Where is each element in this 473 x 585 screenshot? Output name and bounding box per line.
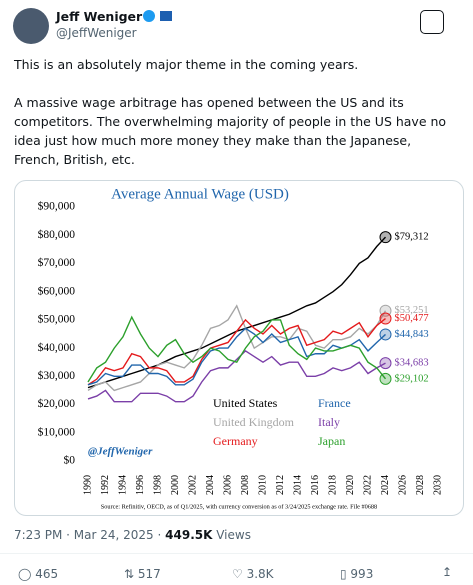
legend-entry: Japan bbox=[318, 434, 345, 448]
tweet-text: This is an absolutely major theme in the… bbox=[14, 57, 359, 72]
x-tick-label: 1990 bbox=[82, 475, 93, 495]
watermark: @JeffWeniger bbox=[88, 446, 153, 458]
x-tick-label: 2026 bbox=[397, 475, 408, 495]
y-tick-label: $50,000 bbox=[38, 313, 76, 326]
series-line bbox=[87, 317, 386, 386]
reply-count: 465 bbox=[35, 567, 59, 581]
time: 7:23 PM · Mar 24, 2025 bbox=[14, 528, 154, 542]
author-handle[interactable]: @JeffWeniger bbox=[56, 26, 137, 40]
verified-badge bbox=[143, 10, 155, 22]
like-count: 3.8K bbox=[246, 567, 274, 581]
x-tick-label: 2018 bbox=[327, 475, 338, 495]
series-line bbox=[87, 327, 386, 386]
y-tick-label: $30,000 bbox=[38, 369, 76, 382]
y-tick-label: $80,000 bbox=[38, 228, 76, 241]
x-tick-label: 1998 bbox=[152, 475, 163, 495]
legend-entry: Germany bbox=[213, 434, 258, 448]
grok-button[interactable] bbox=[420, 10, 444, 34]
y-tick-label: $10,000 bbox=[38, 425, 76, 438]
x-tick-label: 1994 bbox=[117, 475, 128, 495]
end-marker bbox=[379, 357, 392, 370]
legend-entry: United Kingdom bbox=[213, 415, 295, 429]
affiliate-badge bbox=[160, 11, 172, 21]
x-tick-label: 2010 bbox=[257, 475, 268, 495]
x-tick-label: 2008 bbox=[240, 475, 251, 495]
bookmark-count: 993 bbox=[350, 567, 374, 581]
end-label: $34,683 bbox=[395, 358, 429, 369]
end-marker bbox=[379, 231, 392, 244]
y-tick-label: $70,000 bbox=[38, 256, 76, 269]
end-label: $50,477 bbox=[395, 313, 429, 324]
divider bbox=[0, 553, 473, 554]
x-tick-label: 1996 bbox=[135, 475, 146, 495]
share-button[interactable]: ↥ bbox=[442, 565, 453, 579]
author-name[interactable]: Jeff Weniger bbox=[56, 9, 143, 24]
views-label: Views bbox=[216, 528, 251, 542]
end-label: $79,312 bbox=[395, 232, 429, 243]
legend-entry: France bbox=[318, 396, 351, 410]
end-marker bbox=[379, 372, 392, 385]
bookmark-button[interactable]: ▯ 993 bbox=[340, 567, 374, 581]
y-tick-label: $60,000 bbox=[38, 284, 76, 297]
x-tick-label: 2024 bbox=[380, 475, 391, 495]
repost-button[interactable]: ⇅ 517 bbox=[124, 567, 161, 581]
like-button[interactable]: ♡ 3.8K bbox=[232, 567, 274, 581]
x-tick-label: 2000 bbox=[170, 475, 181, 495]
series-line bbox=[87, 304, 387, 392]
x-tick-label: 1992 bbox=[100, 475, 111, 495]
x-tick-label: 2022 bbox=[362, 475, 373, 495]
series-line bbox=[87, 350, 386, 403]
end-label: $44,843 bbox=[395, 329, 429, 340]
timestamp: 7:23 PM · Mar 24, 2025 · 449.5K Views bbox=[14, 528, 251, 542]
y-tick-label: $0 bbox=[64, 454, 76, 467]
x-tick-label: 2014 bbox=[292, 475, 303, 495]
legend-entry: United States bbox=[213, 396, 278, 410]
y-tick-label: $20,000 bbox=[38, 397, 76, 410]
x-tick-label: 2002 bbox=[187, 475, 198, 495]
avatar[interactable] bbox=[13, 8, 49, 44]
end-marker bbox=[379, 312, 392, 325]
legend-entry: Italy bbox=[318, 415, 340, 429]
x-tick-label: 2006 bbox=[222, 475, 233, 495]
reply-button[interactable]: ◯ 465 bbox=[18, 567, 59, 581]
x-tick-label: 2016 bbox=[310, 475, 321, 495]
view-count: 449.5K bbox=[165, 528, 213, 542]
series-line bbox=[87, 315, 387, 383]
end-label: $29,102 bbox=[395, 373, 429, 384]
y-tick-label: $40,000 bbox=[38, 341, 76, 354]
x-tick-label: 2004 bbox=[205, 475, 216, 495]
end-label: $53,251 bbox=[395, 305, 429, 316]
x-tick-label: 2028 bbox=[415, 475, 426, 495]
source-note: Source: Refinitiv, OECD, as of Q1/2025, … bbox=[101, 503, 377, 510]
end-marker bbox=[379, 328, 392, 341]
tweet-text: A massive wage arbitrage has opened betw… bbox=[14, 95, 447, 167]
x-tick-label: 2012 bbox=[275, 475, 286, 495]
x-tick-label: 2020 bbox=[345, 475, 356, 495]
repost-count: 517 bbox=[137, 567, 161, 581]
y-tick-label: $90,000 bbox=[38, 200, 76, 213]
chart[interactable]: Average Annual Wage (USD) @JeffWeniger S… bbox=[14, 180, 464, 516]
chart-title: Average Annual Wage (USD) bbox=[111, 186, 289, 202]
x-tick-label: 2030 bbox=[432, 475, 443, 495]
